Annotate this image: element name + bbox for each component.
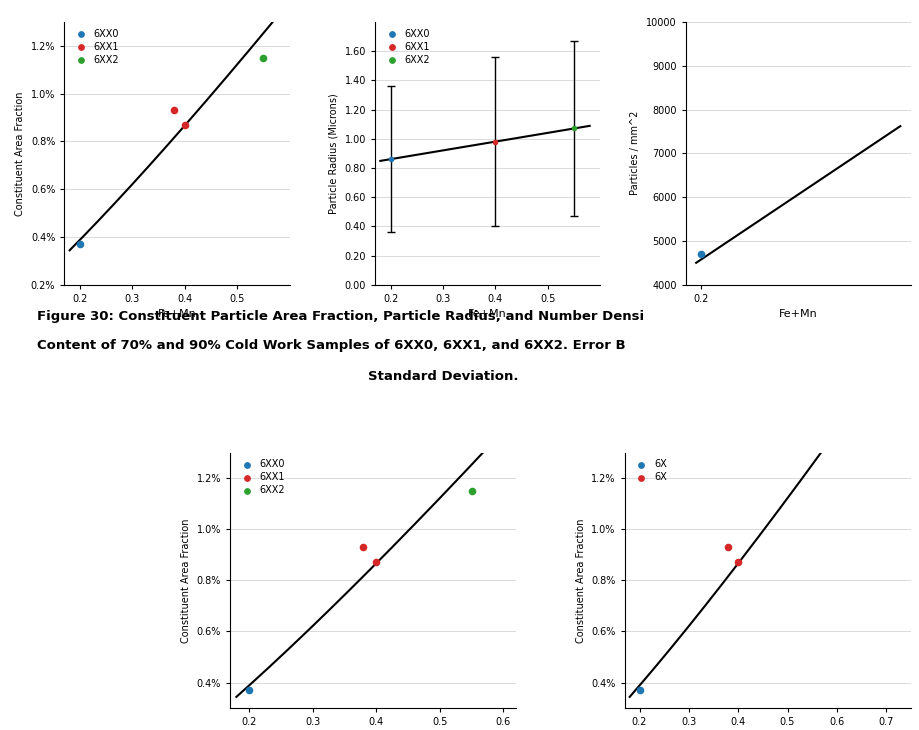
Point (730, 557, 744, 569)
Text: Figure 30: Constituent Particle Area Fraction, Particle Radius, and Number Densi: Figure 30: Constituent Particle Area Fra… (37, 310, 643, 323)
X-axis label: Fe+Mn: Fe+Mn (778, 310, 817, 319)
Point (166, 104, 181, 116)
X-axis label: Fe+Mn: Fe+Mn (468, 310, 506, 319)
Point (720, 542, 735, 553)
Text: Content of 70% and 90% Cold Work Samples of 6XX0, 6XX1, and 6XX2. Error B: Content of 70% and 90% Cold Work Samples… (37, 339, 625, 353)
Legend: 6XX0, 6XX1, 6XX2: 6XX0, 6XX1, 6XX2 (69, 27, 121, 66)
Point (693, 248, 708, 260)
Y-axis label: Constituent Area Fraction: Constituent Area Fraction (575, 518, 585, 642)
Y-axis label: Constituent Area Fraction: Constituent Area Fraction (181, 518, 191, 642)
Legend: 6XX0, 6XX1, 6XX2: 6XX0, 6XX1, 6XX2 (234, 458, 287, 497)
Point (255, 52, 270, 64)
Point (177, 119, 192, 131)
Point (356, 542, 370, 553)
Point (464, 485, 479, 497)
Point (242, 685, 256, 696)
Y-axis label: Particles / mm^2: Particles / mm^2 (630, 111, 640, 196)
Point (631, 685, 646, 696)
Legend: 6XX0, 6XX1, 6XX2: 6XX0, 6XX1, 6XX2 (380, 27, 431, 66)
Text: Standard Deviation.: Standard Deviation. (368, 370, 518, 383)
Legend: 6X, 6X: 6X, 6X (629, 458, 668, 484)
Y-axis label: Constituent Area Fraction: Constituent Area Fraction (16, 91, 26, 215)
Y-axis label: Particle Radius (Microns): Particle Radius (Microns) (329, 93, 338, 214)
Point (73, 238, 87, 250)
X-axis label: Fe+Mn: Fe+Mn (157, 310, 196, 319)
Point (369, 557, 383, 569)
